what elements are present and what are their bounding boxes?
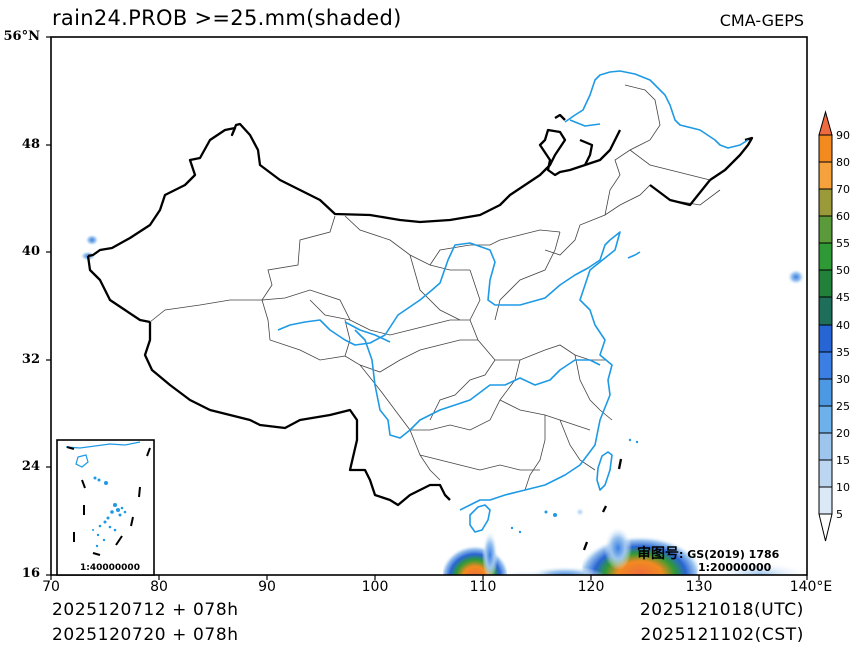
colorbar-label-35: 35 <box>836 346 850 359</box>
inset-map-scale: 1:40000000 <box>80 563 140 573</box>
lat-label-24: 24 <box>21 459 40 474</box>
colorbar-label-45: 45 <box>836 291 850 304</box>
lon-label-120: 120 <box>577 579 605 595</box>
lon-label-90: 90 <box>258 579 276 595</box>
colorbar-label-30: 30 <box>836 373 850 386</box>
init-time-cst: 2025120720 + 078h <box>52 625 239 645</box>
approval-label: 审图号 <box>637 546 679 562</box>
chart-title: rain24.PROB >=25.mm(shaded) <box>52 6 402 30</box>
south-china-sea-inset <box>56 439 155 576</box>
lat-label-56: 56°N <box>3 29 40 44</box>
lat-label-40: 40 <box>21 244 40 259</box>
init-time-utc: 2025120712 + 078h <box>52 600 239 620</box>
islands <box>510 438 639 534</box>
plot-frame <box>50 36 808 576</box>
nine-dash-line <box>582 458 623 551</box>
colorbar-label-70: 70 <box>836 183 850 196</box>
lon-label-130: 130 <box>685 579 713 595</box>
lon-label-110: 110 <box>469 579 497 595</box>
colorbar-label-10: 10 <box>836 481 850 494</box>
lat-label-48: 48 <box>21 137 40 152</box>
lon-ticks <box>50 575 808 580</box>
colorbar <box>818 110 833 542</box>
model-source-label: CMA-GEPS <box>719 11 804 30</box>
map-approval-number: 审图号: GS(2019) 1786 <box>637 543 779 563</box>
colorbar-label-50: 50 <box>836 264 850 277</box>
lon-label-70: 70 <box>42 579 60 595</box>
lon-label-100: 100 <box>361 579 389 595</box>
colorbar-label-15: 15 <box>836 454 850 467</box>
province-boundaries <box>149 84 721 491</box>
main-map-scale: 1:20000000 <box>698 561 772 574</box>
rivers-and-coastline <box>277 70 749 533</box>
lat-label-16: 16 <box>21 566 40 581</box>
valid-time-utc: 2025121018(UTC) <box>639 600 804 620</box>
colorbar-label-60: 60 <box>836 210 850 223</box>
lon-label-80: 80 <box>150 579 168 595</box>
lat-ticks <box>46 36 51 576</box>
colorbar-label-5: 5 <box>836 508 843 521</box>
colorbar-label-20: 20 <box>836 427 850 440</box>
precip-probability-shading <box>80 234 807 575</box>
colorbar-label-40: 40 <box>836 319 850 332</box>
lat-label-32: 32 <box>21 352 40 367</box>
colorbar-label-90: 90 <box>836 129 850 142</box>
colorbar-label-55: 55 <box>836 237 850 250</box>
valid-time-cst: 2025121102(CST) <box>640 625 804 645</box>
approval-code: : GS(2019) 1786 <box>679 548 780 561</box>
colorbar-label-80: 80 <box>836 156 850 169</box>
national-border <box>86 113 754 507</box>
lon-label-140: 140°E <box>789 579 833 595</box>
colorbar-label-25: 25 <box>836 400 850 413</box>
